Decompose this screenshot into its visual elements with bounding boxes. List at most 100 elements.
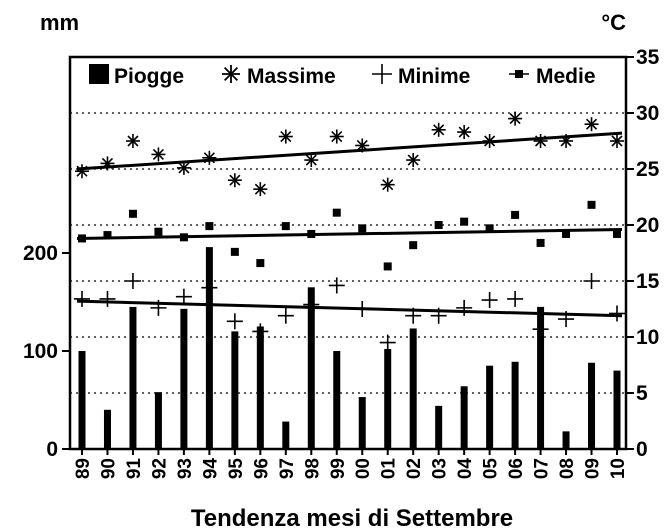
x-axis-ticks: 89 90 91 92 93 94 95 96 97 98 99 00 01 02 03 04 05 06 07 08… bbox=[73, 449, 629, 479]
x-tick-label: 10 bbox=[608, 458, 629, 479]
point-medie bbox=[383, 262, 392, 271]
x-tick-label: 94 bbox=[200, 458, 221, 480]
point-massime bbox=[151, 147, 166, 162]
point-medie bbox=[409, 241, 418, 250]
point-massime bbox=[202, 150, 217, 165]
right-tick-label: 15 bbox=[636, 270, 660, 293]
bar-piogge bbox=[103, 409, 111, 449]
bar-piogge bbox=[78, 351, 86, 449]
point-minime bbox=[252, 323, 269, 340]
point-minime bbox=[379, 334, 396, 351]
point-massime bbox=[482, 134, 497, 148]
legend-marker-minime bbox=[372, 64, 392, 84]
trendline-massime bbox=[76, 131, 623, 171]
bar-piogge bbox=[409, 328, 417, 449]
x-tick-label: 93 bbox=[175, 458, 196, 479]
point-minime bbox=[354, 301, 371, 317]
point-medie bbox=[154, 227, 163, 236]
x-tick-label: 08 bbox=[557, 458, 578, 479]
point-medie bbox=[460, 217, 469, 226]
point-medie bbox=[179, 233, 188, 242]
rain-bars bbox=[78, 247, 621, 449]
legend: Piogge Massime Minime Medie bbox=[89, 64, 596, 88]
point-massime bbox=[278, 129, 293, 144]
x-tick-label: 90 bbox=[98, 458, 119, 479]
point-minime bbox=[558, 311, 575, 328]
x-tick-label: 96 bbox=[251, 458, 272, 479]
point-massime bbox=[584, 117, 599, 132]
bar-piogge bbox=[231, 331, 239, 449]
right-tick-label: 35 bbox=[636, 46, 660, 69]
point-massime bbox=[227, 173, 242, 188]
point-medie bbox=[434, 221, 443, 229]
legend-label-piogge: Piogge bbox=[114, 65, 184, 88]
x-tick-label: 92 bbox=[149, 458, 170, 479]
x-tick-label: 95 bbox=[226, 458, 247, 480]
point-massime bbox=[533, 134, 548, 148]
bar-piogge bbox=[256, 326, 264, 449]
right-axis-ticks: 0 5 10 15 20 25 30 35 bbox=[626, 46, 660, 461]
bar-piogge bbox=[613, 370, 621, 449]
point-massime bbox=[329, 129, 344, 144]
x-tick-label: 07 bbox=[532, 458, 553, 479]
point-medie bbox=[511, 210, 520, 219]
x-tick-label: 01 bbox=[379, 458, 400, 480]
point-minime bbox=[303, 296, 320, 313]
gridlines bbox=[70, 112, 626, 394]
right-tick-label: 30 bbox=[636, 102, 659, 125]
point-massime bbox=[380, 177, 395, 192]
point-medie bbox=[613, 229, 621, 238]
bar-piogge bbox=[537, 306, 545, 449]
right-tick-label: 5 bbox=[636, 382, 648, 405]
x-tick-label: 04 bbox=[455, 458, 476, 480]
point-medie bbox=[103, 231, 112, 240]
right-tick-label: 25 bbox=[636, 158, 660, 181]
point-minime bbox=[507, 290, 524, 307]
point-massime bbox=[559, 134, 574, 148]
point-massime bbox=[355, 138, 370, 153]
left-tick-label: 100 bbox=[23, 340, 58, 363]
point-massime bbox=[253, 182, 268, 197]
point-medie bbox=[307, 229, 316, 238]
point-minime bbox=[175, 288, 192, 305]
left-tick-label: 0 bbox=[46, 438, 58, 461]
legend-swatch-piogge bbox=[89, 64, 109, 84]
point-medie bbox=[562, 229, 571, 238]
x-tick-label: 89 bbox=[73, 458, 94, 479]
point-minime bbox=[277, 307, 294, 324]
x-tick-label: 02 bbox=[404, 458, 425, 479]
legend-label-minime: Minime bbox=[398, 65, 470, 88]
point-medie bbox=[485, 224, 494, 233]
legend-marker-massime bbox=[222, 65, 240, 83]
legend-label-medie: Medie bbox=[536, 65, 596, 88]
point-medie bbox=[205, 222, 214, 231]
right-tick-label: 0 bbox=[636, 438, 648, 461]
bar-piogge bbox=[460, 386, 468, 449]
bar-piogge bbox=[588, 362, 596, 449]
point-medie bbox=[587, 200, 596, 209]
point-minime bbox=[430, 307, 447, 324]
x-tick-label: 91 bbox=[124, 458, 145, 480]
point-minime bbox=[328, 277, 345, 294]
point-minime bbox=[609, 305, 625, 322]
bar-piogge bbox=[384, 349, 392, 449]
x-tick-label: 97 bbox=[277, 458, 298, 479]
point-massime bbox=[610, 134, 624, 148]
bar-piogge bbox=[307, 287, 315, 449]
point-minime bbox=[99, 290, 116, 307]
point-massime bbox=[457, 125, 472, 140]
left-axis-unit: mm bbox=[40, 10, 79, 35]
point-minime bbox=[201, 279, 218, 296]
point-minime bbox=[150, 299, 167, 316]
point-massime bbox=[100, 156, 115, 171]
trendline-minime bbox=[76, 299, 623, 318]
point-medie bbox=[78, 234, 86, 243]
right-tick-label: 10 bbox=[636, 326, 659, 349]
point-massime bbox=[508, 111, 523, 126]
point-massime bbox=[176, 160, 191, 175]
bar-piogge bbox=[333, 351, 341, 449]
legend-marker-medie bbox=[509, 70, 529, 78]
point-medie bbox=[230, 247, 239, 256]
trendline-medie bbox=[76, 227, 623, 240]
